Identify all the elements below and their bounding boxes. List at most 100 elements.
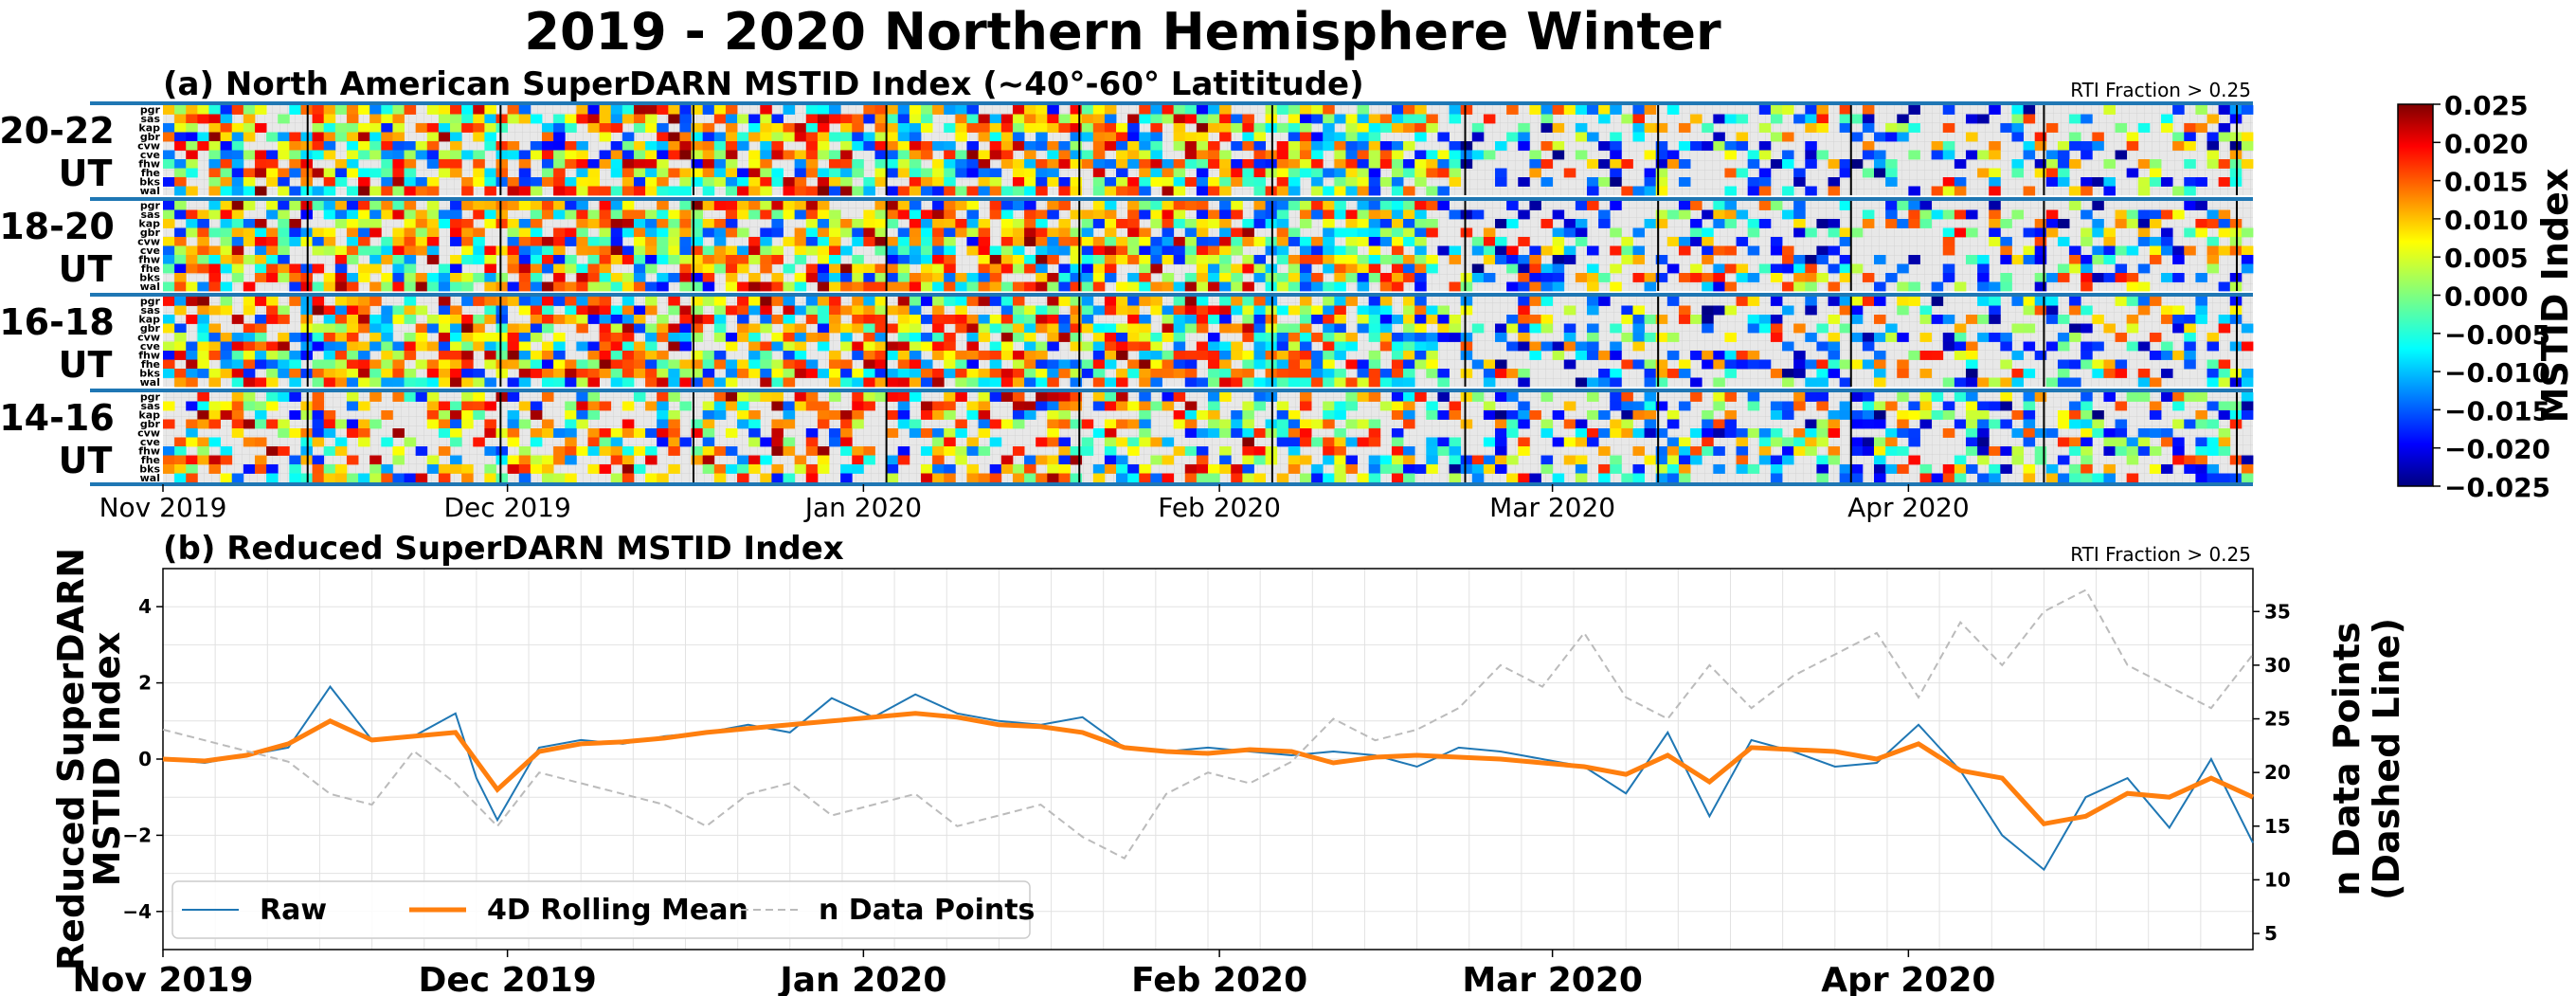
heatmap-cell (576, 141, 588, 151)
heatmap-cell (254, 237, 267, 246)
heatmap-cell (1942, 341, 1955, 352)
heatmap-cell (1632, 333, 1645, 342)
heatmap-cell (1208, 369, 1220, 378)
heatmap-cell (1323, 473, 1335, 483)
heatmap-cell (289, 273, 301, 282)
radar-label: kap (138, 314, 160, 326)
heatmap-cell (1173, 186, 1186, 196)
heatmap-cell (1575, 473, 1588, 483)
heatmap-cell (2034, 428, 2047, 438)
heatmap-cell (1897, 428, 1909, 438)
heatmap-cell (1644, 177, 1657, 187)
heatmap-cell (1828, 341, 1841, 352)
heatmap-cell (415, 446, 428, 456)
heatmap-cell (1426, 255, 1438, 264)
heatmap-cell (587, 410, 600, 420)
heatmap-cell (208, 245, 221, 256)
heatmap-cell (725, 219, 738, 228)
heatmap-cell (1437, 369, 1450, 378)
heatmap-cell (2126, 323, 2139, 334)
heatmap-cell (932, 351, 945, 360)
heatmap-cell (1276, 341, 1289, 352)
heatmap-cell (1403, 123, 1415, 133)
radar-label: bks (139, 272, 160, 284)
heatmap-cell (1518, 377, 1530, 388)
heatmap-cell (404, 369, 417, 378)
heatmap-cell (1323, 305, 1335, 316)
heatmap-cell (1024, 455, 1036, 465)
heatmap-cell (702, 446, 715, 456)
heatmap-cell (725, 401, 738, 411)
heatmap-cell (220, 150, 233, 160)
heatmap-cell (208, 168, 221, 178)
heatmap-cell (829, 263, 841, 274)
heatmap-cell (1162, 159, 1175, 169)
heatmap-cell (461, 177, 474, 187)
heatmap-cell (874, 105, 888, 115)
heatmap-cell (1666, 351, 1680, 360)
heatmap-cell (840, 114, 853, 124)
heatmap-cell (1506, 455, 1519, 465)
heatmap-cell (2229, 401, 2243, 411)
heatmap-cell (1666, 263, 1680, 274)
heatmap-cell (163, 281, 175, 292)
heatmap-cell (507, 392, 520, 402)
heatmap-cell (599, 114, 612, 124)
x-tick-label: Nov 2019 (99, 492, 227, 523)
heatmap-cell (621, 141, 635, 151)
heatmap-cell (1000, 201, 1014, 210)
heatmap-cell (530, 150, 543, 160)
heatmap-cell (208, 186, 221, 196)
heatmap-cell (725, 209, 738, 220)
heatmap-cell (1265, 323, 1278, 334)
heatmap-cell (300, 177, 313, 187)
heatmap-cell (1012, 305, 1025, 316)
heatmap-cell (415, 141, 428, 151)
heatmap-cell (1702, 237, 1714, 246)
heatmap-cell (1426, 401, 1438, 411)
heatmap-cell (1666, 419, 1680, 429)
heatmap-cell (1724, 369, 1737, 378)
heatmap-cell (1288, 105, 1301, 115)
heatmap-cell (369, 227, 382, 238)
heatmap-cell (2207, 437, 2220, 447)
heatmap-cell (426, 141, 440, 151)
heatmap-cell (312, 132, 325, 142)
heatmap-cell (1265, 105, 1278, 115)
heatmap-cell (266, 273, 279, 282)
heatmap-cell (955, 392, 967, 402)
heatmap-cell (978, 333, 991, 342)
heatmap-cell (231, 315, 244, 324)
heatmap-cell (886, 245, 899, 256)
heatmap-cell (1334, 245, 1346, 256)
heatmap-cell (1219, 305, 1232, 316)
heatmap-cell (1357, 263, 1370, 274)
heatmap-cell (300, 323, 313, 334)
heatmap-cell (1036, 359, 1048, 370)
heatmap-cell (2195, 105, 2207, 115)
heatmap-cell (1805, 114, 1817, 124)
heatmap-cell (840, 446, 853, 456)
heatmap-cell (1850, 333, 1864, 342)
heatmap-cell (1391, 219, 1404, 228)
heatmap-cell (2184, 123, 2196, 133)
heatmap-cell (1242, 419, 1254, 429)
heatmap-cell (1655, 333, 1668, 342)
heatmap-cell (2000, 333, 2012, 342)
heatmap-cell (771, 377, 784, 388)
heatmap-cell (817, 341, 830, 352)
heatmap-cell (254, 419, 267, 429)
heatmap-cell (2023, 401, 2036, 411)
heatmap-cell (2126, 219, 2139, 228)
heatmap-cell (1208, 209, 1220, 220)
heatmap-cell (2172, 323, 2185, 334)
heatmap-cell (1334, 209, 1346, 220)
heatmap-cell (920, 237, 933, 246)
heatmap-cell (783, 369, 796, 378)
heatmap-cell (1196, 315, 1209, 324)
heatmap-cell (1391, 255, 1404, 264)
heatmap-cell (392, 359, 405, 370)
heatmap-cell (1334, 281, 1346, 292)
heatmap-cell (1345, 419, 1358, 429)
heatmap-cell (610, 377, 623, 388)
